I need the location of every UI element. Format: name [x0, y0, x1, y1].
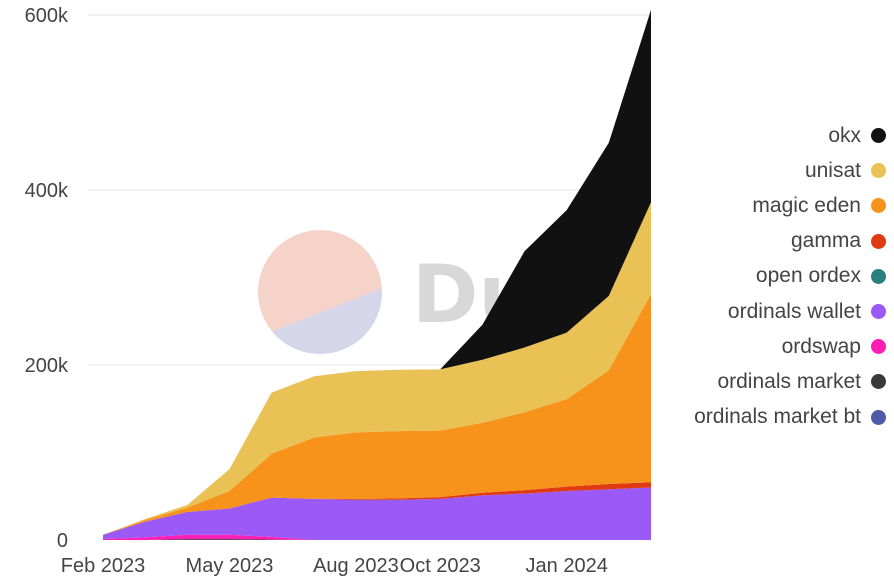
legend-swatch [871, 374, 886, 390]
y-tick-label: 200k [25, 355, 69, 377]
legend-label: ordinals market bt [694, 405, 861, 429]
y-axis-ticks: 0 200k 400k 600k [25, 5, 69, 552]
legend-item-okx[interactable]: okx [626, 118, 886, 153]
legend-swatch [871, 268, 886, 284]
area-ordinals-market [103, 539, 651, 540]
legend-swatch [871, 304, 886, 320]
legend-label: ordinals market [717, 369, 861, 393]
legend-label: gamma [790, 229, 861, 253]
legend-item-gamma[interactable]: gamma [626, 224, 886, 259]
y-tick-label: 0 [57, 530, 68, 552]
legend-swatch [871, 233, 886, 249]
legend-label: ordswap [781, 334, 861, 358]
area-unisat [103, 202, 651, 535]
legend-item-ordinals-wallet[interactable]: ordinals wallet [626, 294, 886, 329]
watermark-logo-bottom [258, 285, 382, 354]
legend-item-open-ordex[interactable]: open ordex [626, 259, 886, 294]
legend-label: open ordex [755, 264, 861, 288]
legend-label: okx [828, 123, 861, 147]
legend: okx unisat magic eden gamma open ordex ordina… [626, 118, 886, 435]
legend-item-unisat[interactable]: unisat [626, 153, 886, 188]
x-tick-label: Aug 2023 [313, 555, 399, 577]
legend-label: ordinals wallet [727, 299, 861, 323]
legend-swatch [871, 163, 886, 179]
area-ordswap [103, 534, 651, 540]
legend-label: unisat [804, 158, 861, 182]
legend-item-ordinals-market[interactable]: ordinals market [626, 364, 886, 399]
area-okx [103, 9, 651, 535]
x-tick-label: Jan 2024 [526, 555, 608, 577]
legend-swatch [871, 339, 886, 355]
x-axis-ticks: Feb 2023 May 2023 Aug 2023 Oct 2023 Jan 2024 [61, 555, 608, 577]
legend-item-ordswap[interactable]: ordswap [626, 329, 886, 364]
legend-item-ordinals-market-bt[interactable]: ordinals market bt [626, 400, 886, 435]
series-areas [103, 9, 651, 540]
area-ordinals-wallet [103, 487, 651, 540]
y-tick-label: 400k [25, 180, 69, 202]
x-tick-label: Oct 2023 [400, 555, 481, 577]
x-tick-label: May 2023 [186, 555, 274, 577]
legend-label: magic eden [752, 193, 861, 217]
area-gamma [103, 482, 651, 535]
legend-swatch [871, 409, 886, 425]
legend-item-magic-eden[interactable]: magic eden [626, 188, 886, 223]
x-tick-label: Feb 2023 [61, 555, 146, 577]
legend-swatch [871, 198, 886, 214]
y-tick-label: 600k [25, 5, 69, 27]
area-magic-eden [103, 294, 651, 535]
legend-swatch [871, 128, 886, 144]
